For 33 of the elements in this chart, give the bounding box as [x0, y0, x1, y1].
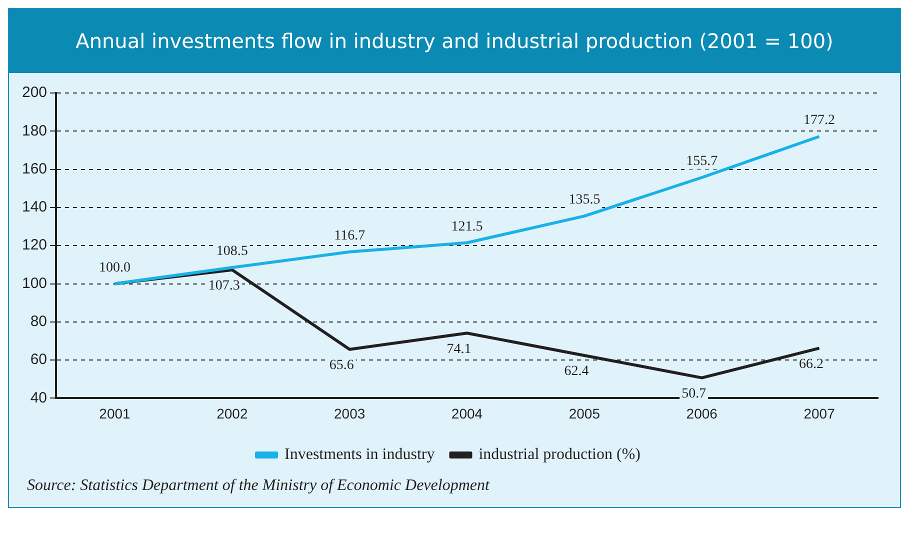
y-tick-label: 100: [22, 274, 48, 292]
x-tick-label: 2007: [804, 405, 836, 422]
y-tick-label: 200: [22, 84, 48, 102]
data-label: 66.2: [799, 356, 824, 372]
legend-label: Investments in industry: [284, 446, 435, 464]
legend-label: industrial production (%): [478, 446, 640, 464]
x-tick-label: 2003: [334, 405, 366, 422]
x-tick-label: 2002: [216, 405, 248, 422]
data-label: 50.7: [682, 386, 706, 402]
data-label: 177.2: [804, 113, 836, 128]
chart-title: Annual investments flow in industry and industrial production (2001 = 100): [9, 9, 900, 73]
x-tick-label: 2001: [99, 405, 131, 422]
x-tick-label: 2004: [451, 405, 483, 422]
data-label: 155.7: [686, 154, 718, 170]
x-tick-label: 2006: [686, 405, 718, 422]
y-tick-label: 40: [30, 389, 48, 406]
data-label: 121.5: [451, 219, 483, 234]
data-label: 108.5: [216, 244, 248, 260]
data-label: 107.3: [208, 278, 240, 294]
y-tick-label: 160: [22, 160, 48, 178]
y-tick-label: 180: [22, 122, 48, 140]
data-label: 100.0: [98, 260, 130, 276]
source-note: Source: Statistics Department of the Ministry of Economic Development: [26, 476, 491, 496]
data-label: 65.6: [329, 358, 354, 374]
y-tick-label: 120: [22, 236, 48, 254]
data-label: 74.1: [446, 342, 472, 357]
data-label: 116.7: [334, 228, 366, 244]
y-tick-label: 60: [30, 351, 48, 368]
data-label: 135.5: [568, 192, 600, 208]
y-tick-label: 80: [30, 313, 48, 330]
y-tick-label: 140: [22, 198, 48, 216]
x-tick-label: 2005: [568, 405, 600, 422]
data-label: 62.4: [564, 364, 589, 380]
